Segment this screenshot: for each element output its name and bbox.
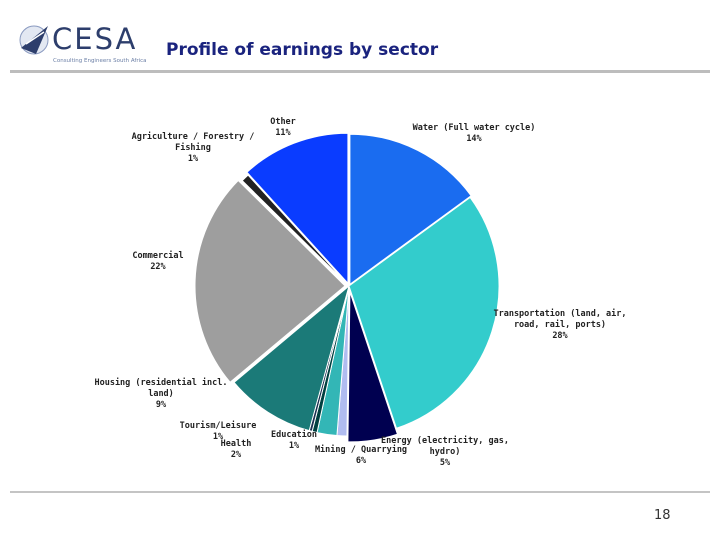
pie-slice-other bbox=[246, 132, 349, 285]
pie-slice-energy-electricity-gas-hydro bbox=[347, 291, 399, 443]
pie-labels: Water (Full water cycle) 14% Transportatio… bbox=[94, 117, 626, 468]
header-divider bbox=[10, 70, 710, 73]
logo-emblem-icon bbox=[19, 25, 49, 55]
pie-label-agriculture-forestry-fishing: Agriculture / Forestry / Fishing 1% bbox=[132, 131, 255, 164]
logo-text: CESA bbox=[52, 22, 138, 56]
pie-label-education: Education 1% bbox=[271, 429, 317, 451]
pie-slice-transportation-land-air-road-rail-ports bbox=[348, 196, 500, 429]
pie-label-other: Other 11% bbox=[270, 117, 296, 138]
pie-label-health: Health 2% bbox=[221, 439, 252, 460]
logo-subtitle: Consulting Engineers South Africa bbox=[53, 58, 147, 64]
pie-slices bbox=[194, 132, 500, 443]
pie-label-transportation-land-air-road-rail-ports: Transportation (land, air, road, rail, po… bbox=[493, 308, 626, 341]
cesa-logo: CESA Consulting Engineers South Africa bbox=[18, 20, 168, 68]
pie-slice-housing-residential-incl-land bbox=[233, 284, 350, 432]
pie-slice-agriculture-forestry-fishing bbox=[241, 174, 350, 287]
pie-label-housing-residential-incl-land: Housing (residential incl. land) 9% bbox=[94, 377, 227, 410]
pie-label-energy-electricity-gas-hydro: Energy (electricity, gas, hydro) 5% bbox=[381, 435, 509, 468]
page-title: Profile of earnings by sector bbox=[166, 40, 439, 60]
pie-slice-water-full-water-cycle bbox=[349, 133, 472, 286]
pie-label-mining-quarrying: Mining / Quarrying 6% bbox=[315, 444, 407, 466]
pie-slice-commercial bbox=[194, 179, 346, 383]
pie-label-tourism-leisure: Tourism/Leisure 1% bbox=[180, 420, 257, 442]
footer-divider bbox=[10, 491, 710, 493]
pie-label-commercial: Commercial 22% bbox=[132, 250, 183, 272]
pie-label-water-full-water-cycle: Water (Full water cycle) 14% bbox=[413, 123, 536, 144]
page-number: 18 bbox=[654, 508, 671, 523]
